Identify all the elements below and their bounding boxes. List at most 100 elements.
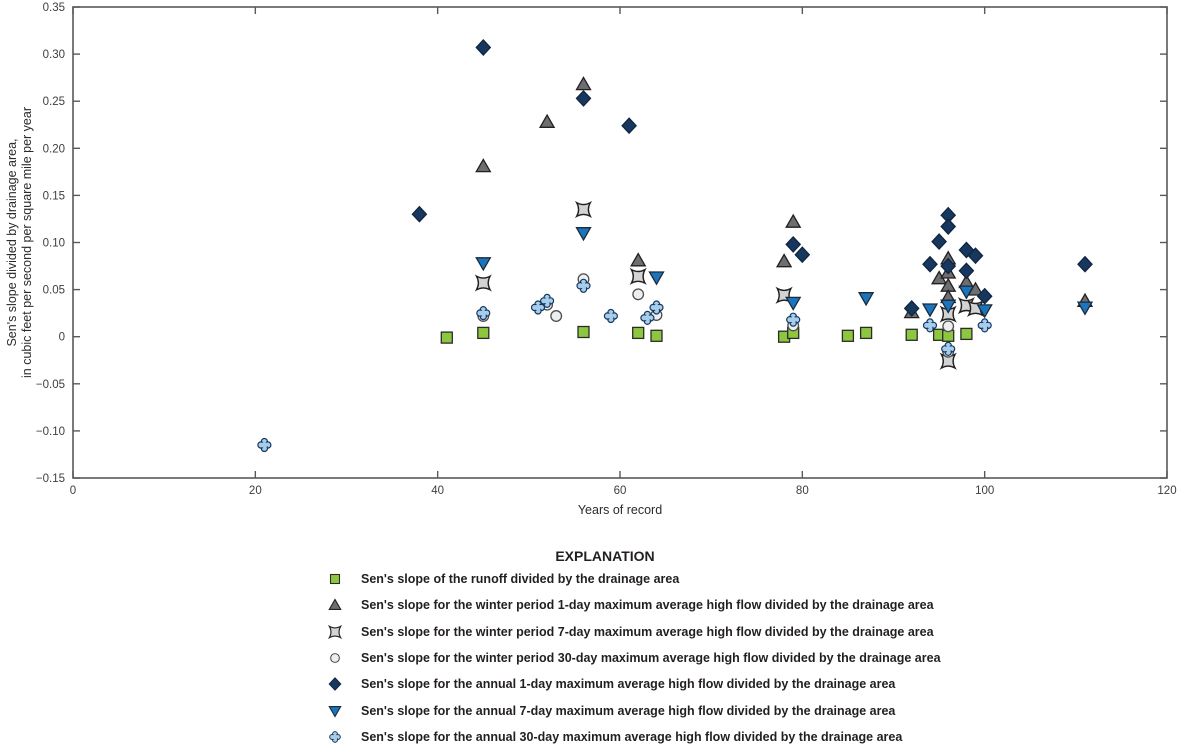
y-tick-label: 0.15 [43,190,65,202]
series-triangle-down [475,227,1094,319]
x-tick-label: 60 [614,485,627,497]
data-point-marker [960,327,973,341]
data-point-marker [942,320,955,333]
data-point-marker [257,437,272,453]
data-point-marker [785,296,802,311]
data-point-marker [648,271,665,286]
legend-item-label: Sen's slope of the runoff divided by the… [361,572,680,586]
series-x-star [474,200,985,370]
data-point-marker [931,233,947,251]
data-point-marker [475,158,492,173]
data-point-marker [921,303,939,318]
data-point-marker [905,328,918,341]
x-tick-label: 20 [249,485,262,497]
data-point-marker [903,299,920,317]
legend-item: Sen's slope for the winter period 30-day… [326,649,941,667]
data-point-marker [539,293,555,308]
y-tick-label: 0 [59,332,65,344]
data-point-marker [857,292,875,307]
data-point-marker [629,267,647,286]
y-axis-title-line: in cubic feet per second per square mile… [20,107,34,378]
data-point-marker [1077,255,1093,273]
x-tick-label: 80 [796,485,809,497]
y-axis-title-line: Sen's slope divided by drainage area, [5,138,19,346]
y-tick-label: 0.10 [43,238,65,250]
legend-item: Sen's slope for the annual 30-day maximu… [326,728,902,746]
data-point-marker [941,341,956,356]
data-point-marker [922,318,938,333]
square-legend-icon [329,573,341,585]
scatter-plot-svg: 0 20 40 60 80 100 120 0.35 0.30 0.25 0.20 0.15 0.10 0… [5,2,1177,517]
data-point-marker [474,274,492,292]
y-tick-label: −0.05 [36,379,65,391]
data-point-marker [922,255,938,273]
legend-item-label: Sen's slope for the winter period 30-day… [361,650,941,665]
data-point-marker [785,213,802,228]
data-point-marker [538,113,556,128]
legend-item-label: Sen's slope for the annual 1-day maximum… [361,677,896,692]
data-point-marker [785,235,802,253]
data-point-marker [976,287,993,305]
series-triangle-up [475,76,1094,319]
data-point-marker [958,262,975,280]
data-point-marker [632,326,645,340]
data-point-marker [640,310,655,325]
triangle-up-legend-icon [328,598,342,611]
data-point-marker [575,89,592,107]
y-tick-label: 0.35 [43,2,65,14]
y-tick-label: 0.30 [43,49,65,61]
data-point-marker [576,278,591,293]
legend-item-label: Sen's slope for the winter period 1-day … [361,598,934,613]
x-star-legend-icon [327,624,343,639]
data-point-marker [575,227,592,242]
y-tick-label: −0.10 [36,426,65,438]
data-point-marker [603,308,619,324]
data-point-marker [550,310,563,322]
data-point-marker [575,76,592,91]
data-point-marker [940,218,957,235]
clover-legend-icon [329,730,341,743]
x-tick-label: 40 [431,485,444,497]
plot-frame [72,6,1168,479]
diamond-legend-icon [328,677,342,692]
triangle-down-legend-icon [328,705,342,718]
x-tick-label: 100 [975,485,994,497]
data-point-marker [649,300,664,315]
data-point-marker [630,252,647,267]
legend-title: EXPLANATION [555,548,655,564]
legend-item-label: Sen's slope for the winter period 7-day … [361,624,934,639]
series-square [440,325,973,344]
data-point-marker [976,304,993,319]
data-point-marker [530,300,546,315]
data-point-marker [574,200,593,219]
series-clover [257,278,992,453]
data-point-marker [794,246,811,264]
y-tick-label: 0.25 [43,96,65,108]
x-tick-label: 120 [1157,485,1176,497]
data-point-marker [958,285,975,300]
data-point-marker [477,326,490,340]
data-point-marker [632,288,645,301]
data-point-marker [577,325,590,339]
data-point-marker [841,329,855,342]
data-point-marker [940,299,957,314]
legend-item: Sen's slope for the annual 1-day maximum… [326,675,895,693]
data-point-marker [939,305,957,323]
data-point-marker [940,257,957,275]
data-point-marker [475,257,492,272]
legend-item-label: Sen's slope for the annual 7-day maximum… [361,703,896,718]
data-point-marker [621,117,637,135]
scatter-plot: 0 20 40 60 80 100 120 0.35 0.30 0.25 0.20 0.15 0.10 0… [5,2,1177,517]
y-tick-label: 0.05 [43,285,65,297]
legend-item: Sen's slope for the winter period 7-day … [326,623,934,641]
legend-item: Sen's slope of the runoff divided by the… [326,570,679,588]
data-point-marker [786,312,801,327]
y-tick-label: −0.15 [36,473,65,485]
x-axis-title: Years of record [578,503,662,517]
data-point-marker [1076,301,1094,316]
legend-item-label: Sen's slope for the annual 30-day maximu… [361,729,903,744]
legend-item: Sen's slope for the annual 7-day maximum… [326,702,895,720]
y-tick-label: 0.20 [43,143,65,155]
series-circle [477,273,955,358]
